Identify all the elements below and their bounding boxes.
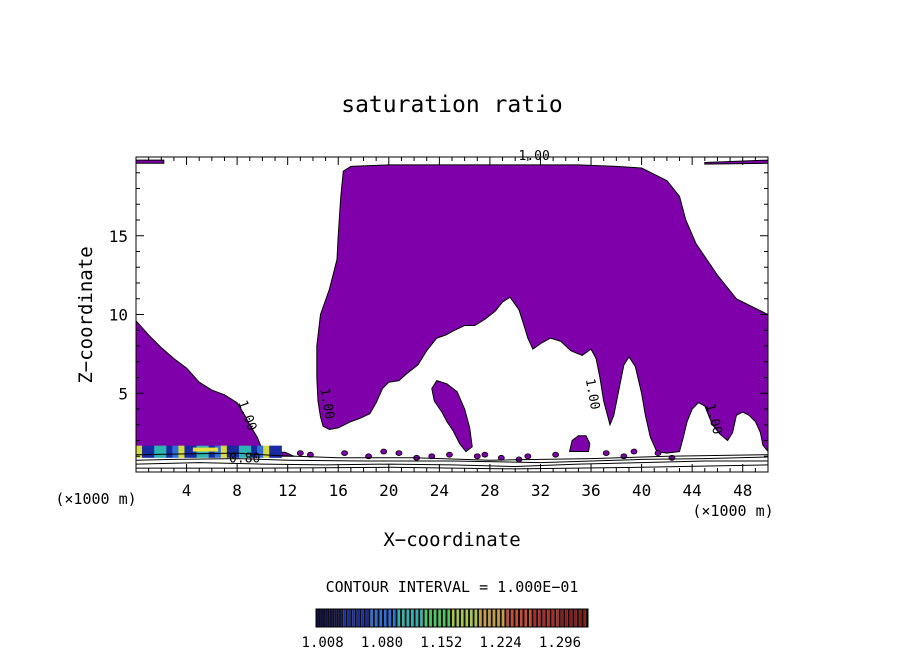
speckle-5 [395, 450, 403, 457]
speckle-8 [446, 451, 453, 458]
fill-region-top-left-strip [136, 159, 165, 164]
chart-title: saturation ratio [341, 92, 563, 118]
x-tick-8: 8 [232, 481, 242, 500]
x-tick-4: 4 [182, 481, 192, 500]
band-cell-4 [160, 445, 167, 458]
axis-ticks [136, 157, 768, 472]
band-cell-23 [275, 445, 282, 458]
band-cell-11 [202, 445, 210, 458]
band-cell-2 [148, 445, 155, 458]
contour-line-2 [136, 456, 768, 464]
band-cell-12 [208, 445, 216, 458]
x-tick-32: 32 [531, 481, 550, 500]
colorbar-tick-2: 1.152 [420, 635, 462, 651]
speckle-4 [380, 448, 388, 455]
fill-region-small-blob-36 [568, 435, 591, 452]
band-cell-1 [142, 445, 149, 458]
colorbar-tick-labels: 1.008 1.080 1.152 1.224 1.296 [302, 635, 582, 651]
band-cell-15 [226, 445, 234, 458]
x-tick-48: 48 [733, 481, 752, 500]
fill-region-central-plume [316, 164, 768, 454]
high-saturation-band [136, 445, 282, 458]
contour-label-3: 1.00 [582, 377, 602, 410]
colorbar-tick-4: 1.296 [539, 635, 581, 651]
speckle-0 [296, 450, 304, 457]
colorbar-tick-0: 1.008 [302, 635, 344, 651]
band-cell-14 [220, 445, 228, 458]
contour-label-2: 1.00 [316, 387, 336, 420]
x-tick-44: 44 [683, 481, 702, 500]
band-cell-21 [263, 445, 270, 458]
speckle-17 [630, 448, 638, 455]
band-cell-3 [154, 445, 161, 458]
band-cell-6 [172, 445, 179, 458]
band-cell-16 [232, 445, 240, 458]
x-tick-12: 12 [278, 481, 297, 500]
contour-interval-text: CONTOUR INTERVAL = 1.000E−01 [326, 578, 579, 596]
fill-region-top-right-strip [704, 159, 768, 165]
band-cell-22 [269, 445, 276, 458]
band-cell-5 [166, 445, 173, 458]
contour-line-0 [136, 460, 768, 468]
speckle-2 [341, 450, 348, 457]
band-peak [192, 447, 219, 452]
x-tick-36: 36 [581, 481, 600, 500]
x-tick-24: 24 [430, 481, 449, 500]
x-tick-28: 28 [480, 481, 499, 500]
x-tick-16: 16 [329, 481, 348, 500]
fill-region-left-lobe [136, 320, 295, 457]
speckle-15 [602, 450, 610, 457]
speckle-13 [524, 453, 532, 460]
band-cell-13 [214, 445, 222, 458]
x-axis-label: X−coordinate [383, 529, 520, 551]
colorbar-tick-1: 1.080 [361, 635, 403, 651]
y-tick-10: 10 [109, 306, 128, 325]
x-tick-20: 20 [379, 481, 398, 500]
y-tick-5: 5 [118, 384, 128, 403]
speckle-9 [473, 453, 481, 460]
speckle-10 [481, 451, 489, 458]
band-cell-20 [257, 445, 264, 458]
contour-label-5: 0.80 [229, 452, 260, 467]
colorbar-tick-3: 1.224 [480, 635, 522, 651]
colorbar [315, 608, 589, 628]
band-cell-8 [184, 445, 192, 458]
x-unit-left: (×1000 m) [55, 490, 136, 508]
band-cell-9 [190, 445, 198, 458]
saturation-fill-regions [136, 159, 768, 463]
band-cell-0 [136, 445, 143, 458]
speckle-14 [552, 451, 560, 458]
x-tick-labels: 4 8 12 16 20 24 28 32 36 40 44 48 [182, 481, 753, 500]
band-cell-18 [245, 445, 252, 458]
fill-region-center-blob [431, 380, 473, 453]
x-tick-40: 40 [632, 481, 651, 500]
band-cell-7 [178, 445, 185, 458]
y-tick-labels: 5 10 15 [109, 227, 128, 404]
y-tick-15: 15 [109, 227, 128, 246]
contour-line-3 [136, 452, 768, 461]
band-cell-17 [238, 445, 246, 458]
band-cell-10 [196, 445, 204, 458]
x-unit-right: (×1000 m) [692, 502, 773, 520]
y-axis-label: Z−coordinate [75, 246, 97, 383]
speckle-18 [654, 450, 662, 457]
band-cell-19 [251, 445, 258, 458]
